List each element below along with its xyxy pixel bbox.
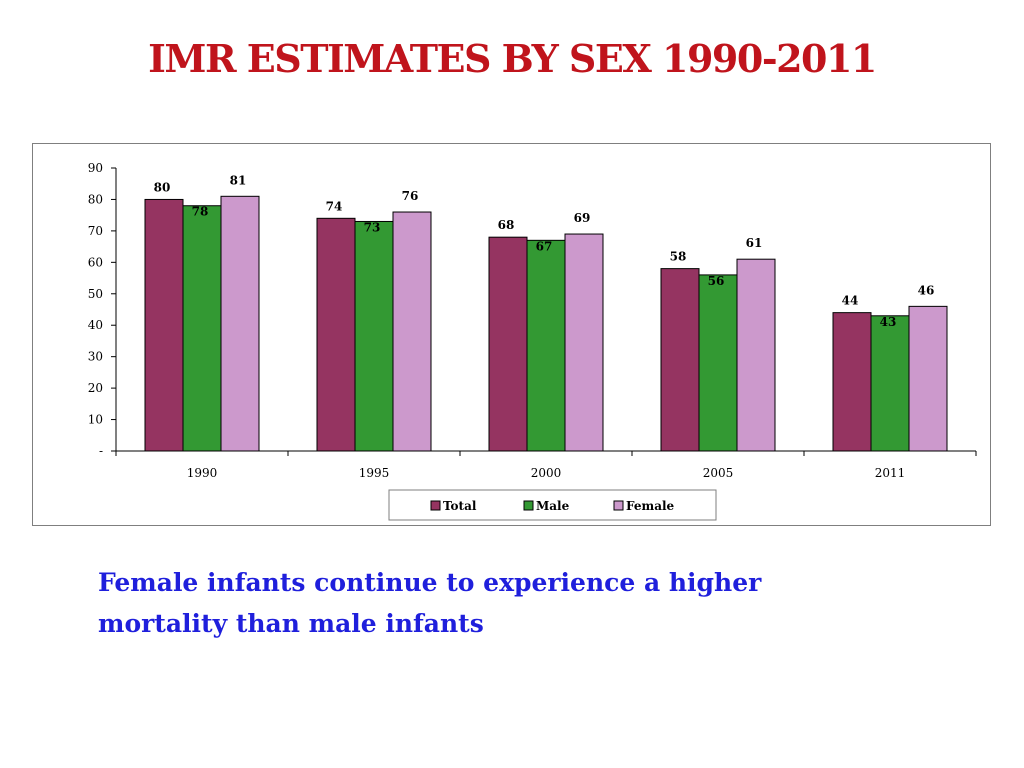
bar-total-1995 bbox=[316, 217, 356, 452]
x-tick-label: 1995 bbox=[359, 466, 390, 480]
legend-swatch-female bbox=[613, 500, 624, 511]
caption: Female infants continue to experience a … bbox=[98, 562, 858, 644]
legend-label-female: Female bbox=[626, 499, 675, 513]
y-tick-label: 60 bbox=[88, 255, 103, 269]
y-tick-label: 90 bbox=[88, 161, 103, 175]
legend-box bbox=[388, 489, 717, 521]
y-tick-label: 10 bbox=[88, 413, 103, 427]
data-label: 58 bbox=[670, 250, 687, 264]
y-tick-label: 40 bbox=[88, 318, 103, 332]
legend-swatch-total bbox=[430, 500, 441, 511]
legend-label-male: Male bbox=[536, 499, 570, 513]
legend-label-total: Total bbox=[443, 499, 477, 513]
bar-male-2011 bbox=[870, 315, 910, 452]
data-label: 56 bbox=[708, 274, 725, 288]
y-tick-label: 80 bbox=[88, 192, 103, 206]
caption-line-2: mortality than male infants bbox=[98, 609, 484, 638]
x-tick-label: 2000 bbox=[531, 466, 562, 480]
caption-line-1: Female infants continue to experience a … bbox=[98, 568, 762, 597]
chart-frame: - 10 20 30 40 50 60 70 80 90 80 78 81 1990 74 73 76 1995 6… bbox=[32, 143, 991, 526]
bar-female-2005 bbox=[736, 258, 776, 452]
data-label: 78 bbox=[192, 205, 209, 219]
bar-total-1990 bbox=[144, 198, 184, 452]
x-tick-label: 2005 bbox=[703, 466, 734, 480]
bar-female-2011 bbox=[908, 305, 948, 452]
bar-total-2005 bbox=[660, 268, 700, 452]
data-label: 46 bbox=[918, 283, 935, 297]
x-tick-label: 1990 bbox=[187, 466, 218, 480]
data-label: 80 bbox=[154, 180, 171, 194]
bar-total-2000 bbox=[488, 236, 528, 452]
data-label: 69 bbox=[574, 211, 591, 225]
data-label: 76 bbox=[402, 189, 419, 203]
y-tick-label: 50 bbox=[88, 287, 103, 301]
data-label: 44 bbox=[842, 294, 859, 308]
bar-male-2000 bbox=[526, 239, 566, 452]
data-label: 74 bbox=[326, 199, 343, 213]
data-label: 43 bbox=[880, 315, 897, 329]
bar-male-2005 bbox=[698, 274, 738, 452]
data-label: 73 bbox=[364, 220, 381, 234]
y-tick-label: - bbox=[99, 444, 103, 458]
data-label: 68 bbox=[498, 218, 515, 232]
data-label: 81 bbox=[230, 173, 247, 187]
page-title: IMR ESTIMATES BY SEX 1990-2011 bbox=[148, 36, 877, 81]
data-label: 61 bbox=[746, 236, 763, 250]
data-label: 67 bbox=[536, 239, 553, 253]
bar-female-2000 bbox=[564, 233, 604, 452]
x-tick-label: 2011 bbox=[875, 466, 906, 480]
y-tick-label: 30 bbox=[88, 350, 103, 364]
bar-chart: - 10 20 30 40 50 60 70 80 90 80 78 81 1990 74 73 76 1995 6… bbox=[88, 161, 977, 521]
bar-total-2011 bbox=[832, 312, 872, 452]
y-tick-label: 20 bbox=[88, 381, 103, 395]
bar-female-1990 bbox=[220, 195, 260, 452]
legend-swatch-male bbox=[523, 500, 534, 511]
bar-male-1990 bbox=[182, 205, 222, 452]
bar-female-1995 bbox=[392, 211, 432, 452]
y-tick-label: 70 bbox=[88, 224, 103, 238]
bar-male-1995 bbox=[354, 220, 394, 452]
